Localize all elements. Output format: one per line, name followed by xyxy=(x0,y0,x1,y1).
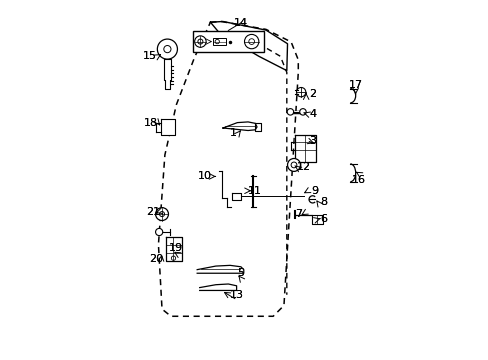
Text: 9: 9 xyxy=(310,186,317,196)
Text: 19: 19 xyxy=(169,243,183,253)
Circle shape xyxy=(299,109,305,115)
Polygon shape xyxy=(163,59,171,89)
Text: 13: 13 xyxy=(230,290,244,300)
Text: 14: 14 xyxy=(233,18,247,28)
Text: 3: 3 xyxy=(308,136,315,145)
Polygon shape xyxy=(231,193,241,201)
FancyBboxPatch shape xyxy=(192,31,264,52)
Circle shape xyxy=(155,228,163,235)
Text: 21: 21 xyxy=(146,207,160,217)
Text: 16: 16 xyxy=(351,175,366,185)
Text: 7: 7 xyxy=(294,209,301,219)
Text: 6: 6 xyxy=(319,215,326,224)
Text: 16: 16 xyxy=(351,175,366,185)
Text: 12: 12 xyxy=(296,162,310,172)
Text: 17: 17 xyxy=(348,80,362,90)
Circle shape xyxy=(287,158,300,171)
Text: 1: 1 xyxy=(230,129,237,138)
Polygon shape xyxy=(255,123,260,131)
Text: 10: 10 xyxy=(198,171,212,181)
Text: 13: 13 xyxy=(230,290,244,300)
Text: 11: 11 xyxy=(248,186,262,196)
Text: 9: 9 xyxy=(310,186,317,196)
Polygon shape xyxy=(197,265,244,270)
Text: 12: 12 xyxy=(296,162,310,172)
Text: 15: 15 xyxy=(142,51,156,61)
Polygon shape xyxy=(165,237,182,261)
Text: 21: 21 xyxy=(146,207,160,217)
FancyBboxPatch shape xyxy=(212,38,225,45)
Text: 3: 3 xyxy=(308,136,315,145)
Polygon shape xyxy=(161,119,175,135)
Text: 15: 15 xyxy=(142,51,156,61)
Text: 20: 20 xyxy=(149,254,163,264)
Text: 6: 6 xyxy=(319,215,326,224)
Text: 7: 7 xyxy=(294,209,301,219)
Text: 8: 8 xyxy=(319,197,326,207)
Text: 10: 10 xyxy=(198,171,212,181)
Text: 2: 2 xyxy=(308,89,316,99)
Text: 19: 19 xyxy=(169,243,183,253)
Polygon shape xyxy=(294,135,316,162)
Text: 18: 18 xyxy=(144,118,158,128)
Text: 5: 5 xyxy=(237,268,244,278)
Polygon shape xyxy=(199,284,236,288)
Text: 4: 4 xyxy=(308,109,316,119)
Text: 18: 18 xyxy=(144,118,158,128)
Polygon shape xyxy=(311,215,322,224)
Text: 4: 4 xyxy=(308,109,316,119)
Text: 5: 5 xyxy=(237,268,244,278)
Text: 14: 14 xyxy=(233,18,247,28)
Text: 17: 17 xyxy=(348,80,362,90)
Text: 11: 11 xyxy=(248,186,262,196)
Circle shape xyxy=(155,208,168,221)
Text: 8: 8 xyxy=(319,197,326,207)
Text: 1: 1 xyxy=(230,129,237,138)
Text: 20: 20 xyxy=(149,254,163,264)
Polygon shape xyxy=(223,122,257,131)
Text: 2: 2 xyxy=(308,89,316,99)
Circle shape xyxy=(286,109,293,115)
